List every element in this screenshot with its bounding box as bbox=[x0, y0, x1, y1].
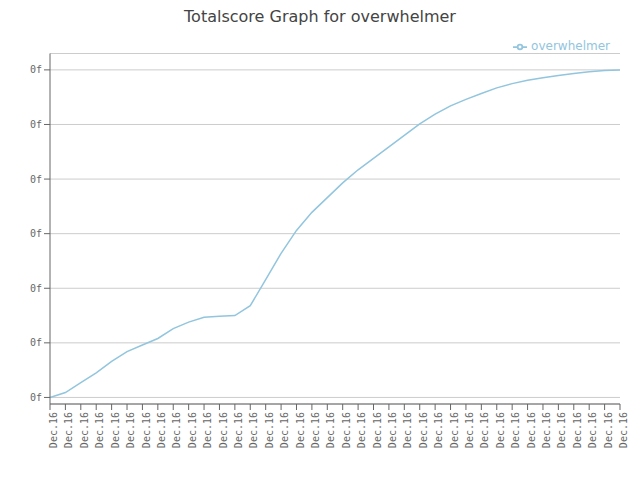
svg-text:Dec.16: Dec.16 bbox=[618, 412, 629, 448]
svg-text:Dec.16: Dec.16 bbox=[187, 412, 198, 448]
svg-text:Dec.16: Dec.16 bbox=[279, 412, 290, 448]
svg-text:Dec.16: Dec.16 bbox=[202, 412, 213, 448]
html-text:Totalscore Graph for overwhelm: Totalscore Graph for overwhelmer bbox=[184, 7, 456, 26]
svg-text:Dec.16: Dec.16 bbox=[479, 412, 490, 448]
svg-text:Dec.16: Dec.16 bbox=[372, 412, 383, 448]
svg-text:Dec.16: Dec.16 bbox=[79, 412, 90, 448]
svg-text:Dec.16: Dec.16 bbox=[418, 412, 429, 448]
svg-text:Dec.16: Dec.16 bbox=[171, 412, 182, 448]
svg-text:Dec.16: Dec.16 bbox=[603, 412, 614, 448]
svg-text:Dec.16: Dec.16 bbox=[310, 412, 321, 448]
svg-text:Dec.16: Dec.16 bbox=[141, 412, 152, 448]
svg-text:Dec.16: Dec.16 bbox=[526, 412, 537, 448]
svg-text:Dec.16: Dec.16 bbox=[556, 412, 567, 448]
svg-text:0f: 0f bbox=[30, 64, 42, 75]
svg-text:Dec.16: Dec.16 bbox=[387, 412, 398, 448]
svg-text:Dec.16: Dec.16 bbox=[572, 412, 583, 448]
svg-text:Dec.16: Dec.16 bbox=[541, 412, 552, 448]
svg-text:Dec.16: Dec.16 bbox=[48, 412, 59, 448]
svg-text:Dec.16: Dec.16 bbox=[218, 412, 229, 448]
svg-text:Dec.16: Dec.16 bbox=[464, 412, 475, 448]
svg-text:Dec.16: Dec.16 bbox=[64, 412, 75, 448]
html-text:overwhelmer: overwhelmer bbox=[531, 39, 610, 53]
svg-text:Dec.16: Dec.16 bbox=[433, 412, 444, 448]
svg-text:Dec.16: Dec.16 bbox=[233, 412, 244, 448]
svg-text:0f: 0f bbox=[30, 228, 42, 239]
svg-text:0f: 0f bbox=[30, 337, 42, 348]
svg-text:Dec.16: Dec.16 bbox=[402, 412, 413, 448]
svg-text:Dec.16: Dec.16 bbox=[356, 412, 367, 448]
svg-text:Dec.16: Dec.16 bbox=[94, 412, 105, 448]
svg-text:Dec.16: Dec.16 bbox=[449, 412, 460, 448]
svg-text:Dec.16: Dec.16 bbox=[341, 412, 352, 448]
svg-text:Dec.16: Dec.16 bbox=[495, 412, 506, 448]
svg-text:0f: 0f bbox=[30, 283, 42, 294]
svg-text:0f: 0f bbox=[30, 174, 42, 185]
svg-text:0f: 0f bbox=[30, 392, 42, 403]
svg-text:Dec.16: Dec.16 bbox=[248, 412, 259, 448]
svg-text:Dec.16: Dec.16 bbox=[587, 412, 598, 448]
svg-text:Dec.16: Dec.16 bbox=[295, 412, 306, 448]
svg-text:0f: 0f bbox=[30, 119, 42, 130]
svg-text:Dec.16: Dec.16 bbox=[156, 412, 167, 448]
svg-text:Dec.16: Dec.16 bbox=[125, 412, 136, 448]
svg-text:Dec.16: Dec.16 bbox=[264, 412, 275, 448]
svg-text:Dec.16: Dec.16 bbox=[325, 412, 336, 448]
svg-text:Dec.16: Dec.16 bbox=[510, 412, 521, 448]
svg-text:Dec.16: Dec.16 bbox=[110, 412, 121, 448]
